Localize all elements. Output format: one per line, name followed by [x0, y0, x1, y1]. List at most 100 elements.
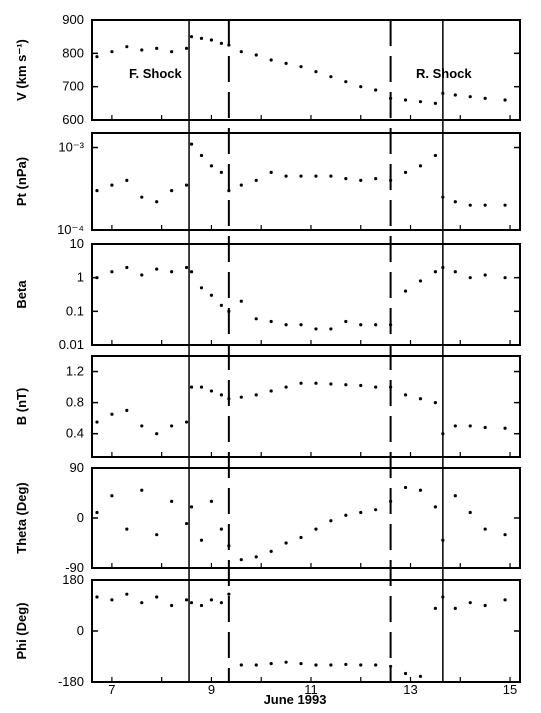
data-point-2-29 — [483, 273, 487, 277]
data-point-2-28 — [468, 276, 472, 280]
data-point-0-29 — [483, 96, 487, 100]
data-point-2-7 — [189, 270, 194, 274]
annotation-r-shock: R. Shock — [416, 66, 472, 81]
data-point-0-0 — [95, 55, 99, 59]
y-tick-label-2-1: 0.1 — [66, 303, 84, 318]
data-point-0-9 — [209, 38, 214, 42]
data-point-1-13 — [254, 178, 258, 182]
data-point-3-4 — [155, 432, 159, 436]
data-point-3-29 — [483, 425, 487, 430]
data-point-3-10 — [219, 393, 223, 397]
data-point-4-19 — [344, 513, 348, 517]
data-point-2-19 — [344, 319, 348, 324]
data-point-5-2 — [125, 592, 129, 596]
data-point-1-10 — [219, 170, 223, 174]
data-point-4-29 — [483, 527, 487, 531]
data-point-4-10 — [219, 527, 223, 531]
data-point-1-20 — [359, 178, 363, 182]
data-point-4-12 — [239, 558, 243, 562]
y-axis-label-2: Beta — [14, 280, 29, 309]
data-point-3-15 — [284, 385, 288, 389]
data-point-5-23 — [403, 671, 408, 676]
data-point-5-3 — [140, 601, 144, 605]
data-point-5-18 — [329, 663, 333, 667]
data-point-5-6 — [184, 598, 189, 602]
y-tick-label-0-2: 800 — [62, 45, 84, 60]
data-point-4-9 — [209, 499, 214, 503]
data-point-0-4 — [155, 46, 159, 50]
data-point-5-30 — [503, 598, 507, 602]
data-point-0-10 — [219, 41, 223, 45]
data-point-2-17 — [314, 327, 318, 331]
y-tick-label-1-0: 10⁻⁴ — [57, 222, 84, 237]
y-axis-label-4: Theta (Deg) — [14, 482, 29, 554]
data-point-1-9 — [209, 164, 214, 168]
y-tick-label-3-1: 0.8 — [66, 395, 84, 410]
data-point-5-14 — [269, 661, 273, 666]
data-point-1-28 — [468, 203, 472, 207]
data-point-4-16 — [299, 535, 303, 540]
data-point-4-5 — [170, 499, 174, 503]
data-point-1-14 — [269, 170, 273, 174]
data-point-3-0 — [95, 420, 99, 424]
data-point-0-2 — [125, 45, 129, 49]
y-tick-label-3-2: 1.2 — [66, 364, 84, 379]
data-point-1-6 — [184, 183, 189, 187]
data-point-4-24 — [418, 488, 423, 492]
data-point-5-19 — [344, 662, 348, 667]
data-point-0-12 — [239, 50, 243, 54]
data-point-1-4 — [155, 200, 159, 204]
data-point-1-18 — [329, 174, 333, 178]
data-point-1-24 — [418, 164, 423, 168]
data-point-0-13 — [254, 53, 258, 57]
data-point-2-30 — [503, 276, 507, 280]
data-point-2-18 — [329, 327, 333, 331]
data-point-5-16 — [299, 661, 303, 666]
y-tick-label-5-0: -180 — [58, 674, 84, 689]
data-point-0-25 — [433, 101, 437, 105]
data-point-5-13 — [254, 663, 258, 667]
data-point-0-8 — [199, 36, 204, 40]
data-point-5-20 — [359, 663, 363, 667]
data-point-0-5 — [170, 50, 174, 54]
data-point-3-16 — [299, 381, 303, 385]
y-tick-label-3-0: 0.4 — [66, 426, 84, 441]
data-point-3-13 — [254, 393, 258, 397]
data-point-0-21 — [374, 88, 378, 92]
panel-frame-2 — [91, 243, 521, 346]
data-point-3-6 — [184, 420, 189, 424]
data-point-3-28 — [468, 424, 472, 428]
x-tick-label-0: 7 — [108, 682, 115, 697]
data-point-2-2 — [125, 265, 129, 270]
data-point-3-8 — [199, 385, 204, 389]
data-point-4-8 — [199, 538, 204, 542]
data-point-1-7 — [189, 142, 194, 146]
y-tick-label-4-0: -90 — [65, 560, 84, 575]
data-point-5-4 — [155, 595, 159, 599]
data-point-2-20 — [359, 323, 363, 327]
data-point-4-2 — [125, 527, 129, 531]
data-point-3-23 — [403, 393, 408, 397]
data-point-0-15 — [284, 61, 288, 65]
x-axis-label: June 1993 — [264, 692, 327, 707]
data-point-5-12 — [239, 663, 243, 667]
data-point-2-13 — [254, 317, 258, 321]
data-point-0-16 — [299, 65, 303, 69]
data-point-3-21 — [374, 385, 378, 389]
data-point-5-22 — [389, 664, 393, 669]
annotation-f-shock: F. Shock — [129, 66, 183, 81]
data-point-1-27 — [453, 200, 457, 204]
data-point-5-21 — [374, 663, 378, 667]
data-point-5-9 — [209, 598, 214, 602]
data-point-2-27 — [453, 270, 457, 274]
data-point-5-28 — [468, 601, 472, 605]
data-point-5-24 — [418, 674, 423, 678]
data-point-3-7 — [189, 385, 194, 389]
y-tick-label-0-1: 700 — [62, 79, 84, 94]
y-tick-label-2-3: 10 — [70, 236, 84, 251]
data-point-0-3 — [140, 48, 144, 52]
data-point-5-1 — [110, 598, 114, 602]
data-point-4-13 — [254, 555, 258, 559]
x-tick-label-4: 15 — [503, 682, 517, 697]
data-point-3-17 — [314, 381, 318, 385]
